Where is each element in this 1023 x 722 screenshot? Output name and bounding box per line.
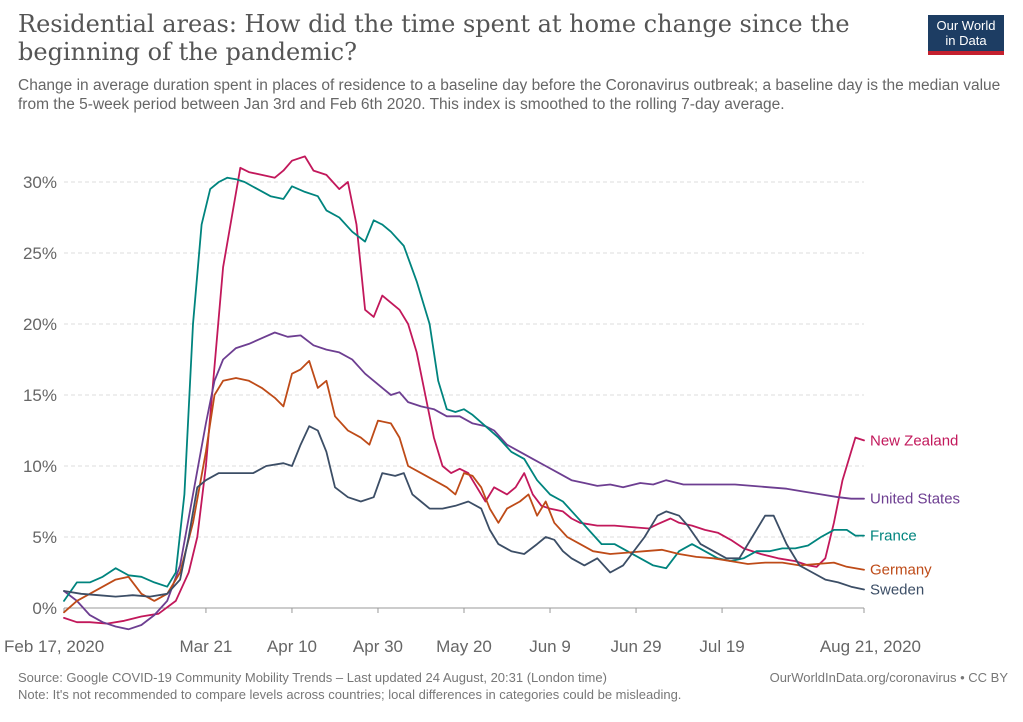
- x-tick-label: Feb 17, 2020: [4, 637, 104, 656]
- series-line-united-states[interactable]: [63, 331, 865, 631]
- y-tick-label: 5%: [32, 528, 57, 547]
- series-line-sweden[interactable]: [63, 425, 865, 598]
- series-label-sweden: Sweden: [870, 582, 924, 599]
- chart-title: Residential areas: How did the time spen…: [18, 10, 850, 66]
- x-tick-label: Aug 21, 2020: [820, 637, 921, 656]
- y-tick-label: 10%: [23, 457, 57, 476]
- series-label-united-states: United States: [870, 491, 960, 508]
- source-text: Source: Google COVID-19 Community Mobili…: [18, 670, 607, 685]
- y-tick-label: 25%: [23, 244, 57, 263]
- x-tick-label: Jun 9: [529, 637, 571, 656]
- chart-footer: Source: Google COVID-19 Community Mobili…: [18, 669, 1008, 703]
- x-tick-label: Jun 29: [611, 637, 662, 656]
- y-tick-label: 0%: [32, 599, 57, 618]
- series-lines: [63, 155, 865, 631]
- logo-line-2: in Data: [945, 33, 987, 48]
- series-label-germany: Germany: [870, 562, 932, 579]
- y-axis: 0% 5% 10% 15% 20% 25% 30%: [23, 173, 57, 618]
- series-labels: New Zealand United States France Germany Swe…: [870, 432, 960, 598]
- owid-logo[interactable]: Our World in Data: [928, 15, 1004, 55]
- x-tick-label: Apr 30: [353, 637, 403, 656]
- series-line-germany[interactable]: [63, 360, 865, 614]
- x-tick-label: Jul 19: [699, 637, 744, 656]
- x-tick-label: Apr 10: [267, 637, 317, 656]
- x-tick-label: Mar 21: [179, 637, 232, 656]
- series-label-france: France: [870, 528, 917, 545]
- y-tick-label: 15%: [23, 386, 57, 405]
- chart-subtitle: Change in average duration spent in plac…: [18, 77, 1001, 113]
- series-label-new-zealand: New Zealand: [870, 432, 958, 449]
- logo-line-1: Our World: [936, 18, 996, 33]
- series-line-new-zealand[interactable]: [63, 155, 865, 625]
- x-tick-label: May 20: [436, 637, 492, 656]
- x-axis: Feb 17, 2020 Mar 21 Apr 10 Apr 30 May 20 Jun …: [4, 608, 921, 656]
- y-tick-label: 20%: [23, 315, 57, 334]
- y-tick-label: 30%: [23, 173, 57, 192]
- site-link[interactable]: OurWorldInData.org/coronavirus • CC BY: [769, 670, 1008, 685]
- note-text: Note: It's not recommended to compare le…: [18, 687, 682, 702]
